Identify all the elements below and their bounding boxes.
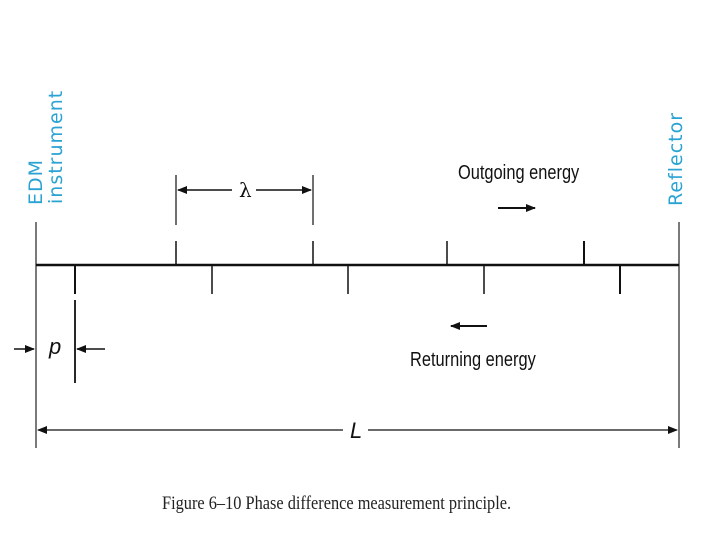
total-distance-label: L [350,418,363,443]
partial-wavelength-label: p [49,334,62,359]
returning-energy-label: Returning energy [410,349,536,371]
edm-label: EDM [25,158,47,205]
wavelength-label: λ [239,178,252,202]
lower-ticks [74,265,621,294]
figure-caption: Figure 6–10 Phase difference measurement… [162,493,512,514]
reflector-label: Reflector [665,111,687,206]
instrument-label: instrument [45,89,67,204]
outgoing-energy-label: Outgoing energy [458,162,580,184]
upper-ticks [175,241,585,265]
